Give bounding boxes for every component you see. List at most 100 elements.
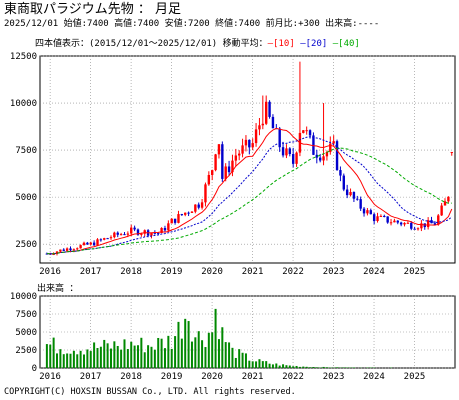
volume-bar [204, 347, 207, 368]
legend-ma40: [40] [338, 39, 360, 49]
candle-body [352, 192, 356, 199]
volume-bar [163, 348, 166, 368]
candle-body [136, 229, 140, 235]
volume-bar [258, 359, 261, 368]
volume-bar [49, 344, 52, 368]
volume-bar [69, 353, 72, 368]
volume-bar [167, 335, 170, 368]
volume-bar [346, 367, 349, 368]
candle-body [413, 228, 416, 230]
volume-bar [244, 353, 247, 368]
x-tick-label: 2017 [80, 267, 102, 277]
candle-body [92, 242, 96, 246]
candle-body [194, 204, 197, 212]
candle-body [76, 248, 79, 250]
volume-bar [336, 367, 339, 368]
price-info: 2025/12/01 始値:7400 高値:7400 安値:7200 終値:74… [4, 19, 380, 29]
candle-body [450, 151, 453, 153]
candle-body [130, 227, 133, 234]
candle-body [437, 215, 440, 225]
volume-bar [234, 357, 237, 368]
candle-body [302, 130, 305, 133]
volume-title: 出来高 ： [37, 284, 79, 294]
price-frame [39, 55, 456, 264]
candle-body [443, 201, 447, 206]
volume-bar [170, 348, 173, 368]
volume-bar [116, 345, 119, 368]
volume-bar [123, 339, 126, 368]
candle-body [221, 144, 224, 179]
x-tick-label: 2023 [323, 372, 345, 382]
candle-body [59, 249, 62, 252]
volume-bar [342, 367, 345, 368]
volume-bar [305, 366, 308, 368]
candle-body [160, 228, 163, 234]
legend-ma20-line: ― [294, 39, 306, 49]
volume-bar [248, 360, 251, 368]
candle-body [356, 198, 359, 200]
volume-bar [325, 367, 328, 368]
y-tick-label: 10000 [10, 292, 37, 302]
candle-body [268, 101, 271, 117]
candle-body [254, 129, 258, 144]
x-tick-label: 2017 [80, 372, 102, 382]
candle-body [369, 210, 372, 215]
candle-body [312, 135, 315, 155]
volume-bar [278, 365, 281, 368]
volume-bar [140, 337, 143, 368]
candle-body [72, 249, 76, 251]
candle-body [170, 218, 173, 224]
volume-bar [217, 339, 220, 368]
candle-body [322, 156, 325, 161]
candle-body [305, 130, 308, 132]
volume-bar [315, 367, 318, 368]
volume-bar [214, 308, 217, 368]
candle-body [52, 253, 55, 255]
candle-body [231, 160, 234, 173]
candle-body [447, 196, 450, 202]
candle-body [190, 211, 194, 213]
candle-body [285, 148, 288, 156]
candle-body [123, 234, 126, 236]
candle-body [261, 123, 265, 126]
candle-body [109, 237, 113, 239]
candle-body [416, 228, 420, 230]
y-tick-label: 5000 [15, 328, 37, 338]
volume-bar [180, 338, 183, 368]
x-tick-label: 2016 [39, 267, 61, 277]
candle-body [103, 238, 106, 240]
volume-bar [184, 318, 187, 368]
ma-20-line [46, 136, 453, 255]
candle-body [258, 125, 261, 130]
legend: 四本値表示：(2015/12/01～2025/12/01) 移動平均：―[10]… [35, 40, 360, 49]
candle-body [211, 170, 214, 175]
volume-bar [238, 349, 241, 368]
candle-body [238, 153, 241, 156]
volume-bar [211, 332, 214, 368]
candle-body [308, 130, 312, 136]
volume-bar [288, 365, 291, 368]
candle-body [410, 222, 413, 229]
candle-body [200, 202, 204, 208]
volume-bar [275, 363, 278, 368]
volume-bar [309, 367, 312, 368]
candle-body [55, 251, 59, 254]
candle-body [288, 148, 292, 155]
volume-bar [62, 354, 65, 368]
candle-body [420, 223, 423, 229]
y-tick-label: 10000 [10, 99, 37, 109]
candle-body [82, 242, 86, 246]
price-panel: 2500 5000 7500 10000 12500 2016 2017 2018 2019 20… [10, 52, 456, 277]
x-tick-label: 2019 [161, 372, 183, 382]
y-tick-label: 5000 [15, 193, 37, 203]
legend-ma-label: 移動平均： [222, 39, 268, 49]
x-tick-label: 2016 [39, 372, 61, 382]
candle-body [62, 249, 65, 251]
candle-body [89, 242, 92, 245]
volume-bar [72, 350, 75, 368]
x-tick-label: 2020 [201, 267, 223, 277]
candle-body [184, 212, 187, 215]
volume-bar [130, 341, 133, 368]
candle-body [366, 210, 369, 214]
